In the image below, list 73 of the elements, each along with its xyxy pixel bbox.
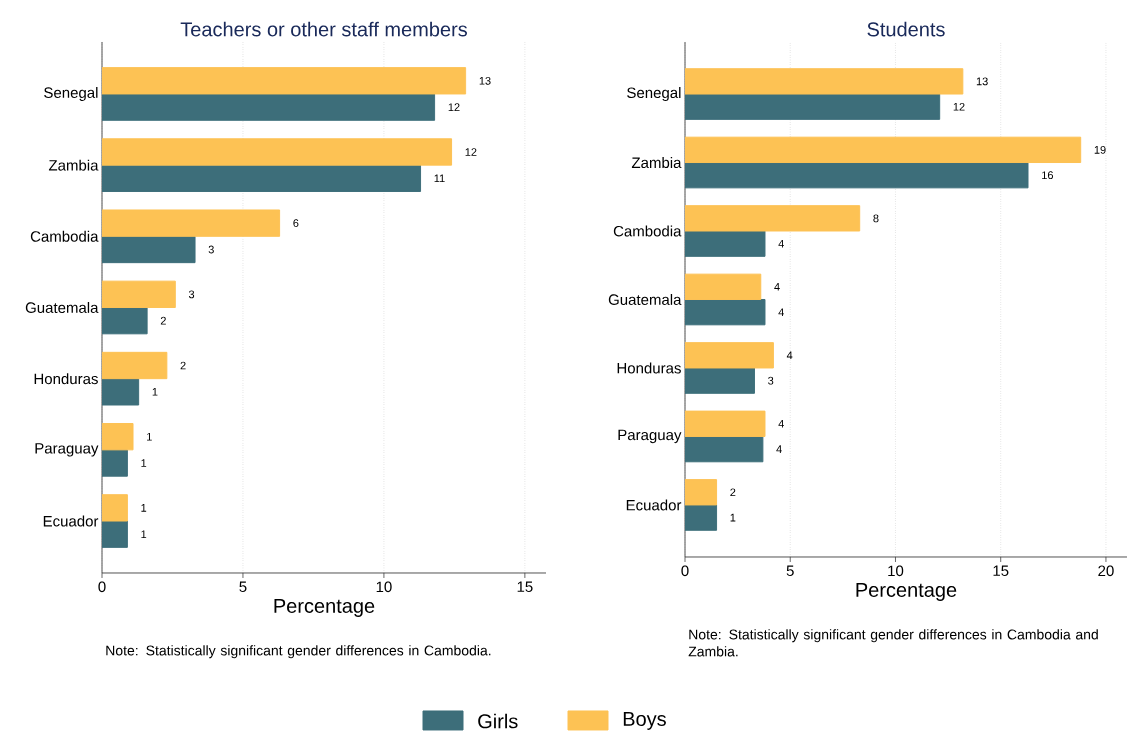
data-label: 16 — [1042, 171, 1054, 180]
bar — [685, 93, 941, 120]
text: Note: Statistically significant gender differences in Cambodia. — [106, 645, 491, 659]
bar — [685, 504, 718, 531]
y-tick-label: Paraguay — [35, 443, 99, 457]
data-label: 1 — [141, 530, 147, 538]
data-label: 3 — [208, 245, 214, 254]
data-label: 4 — [786, 351, 793, 360]
bar — [685, 367, 755, 394]
bar — [102, 235, 196, 264]
bar — [102, 449, 128, 477]
y-tick-label: Cambodia — [30, 230, 99, 242]
bar — [685, 298, 766, 326]
data-label: 3 — [768, 376, 774, 385]
x-tick-label: 20 — [1098, 565, 1114, 577]
data-label: 13 — [976, 77, 988, 86]
data-label: 19 — [1094, 145, 1106, 154]
data-label: 2 — [160, 316, 166, 325]
data-label: 12 — [953, 102, 965, 111]
x-tick-label: 5 — [786, 565, 794, 576]
legend-label: Boys — [623, 712, 666, 730]
x-tick-label: 15 — [517, 581, 533, 592]
x-tick-label: 0 — [98, 581, 106, 593]
data-label: 4 — [778, 239, 784, 248]
data-label: 12 — [465, 148, 477, 156]
data-label: 4 — [776, 445, 782, 453]
x-tick-label: 15 — [993, 565, 1009, 576]
y-tick-label: Zambia — [48, 159, 99, 171]
chart-title: Teachers or other staff members — [180, 21, 468, 37]
y-tick-label: Ecuador — [626, 499, 682, 511]
text: Note: Statistically significant gender differences in Cambodia and Zambia. — [688, 629, 1098, 657]
bar — [685, 230, 766, 257]
x-tick-label: 10 — [888, 565, 904, 577]
bar — [102, 164, 422, 192]
legend-label: Girls — [478, 713, 518, 729]
bar — [102, 93, 436, 121]
x-axis-title: Percentage — [274, 599, 375, 617]
data-label: 4 — [778, 420, 784, 428]
data-label: 11 — [434, 174, 445, 183]
data-label: 8 — [873, 214, 879, 223]
y-tick-label: Ecuador — [43, 515, 99, 527]
bar — [685, 435, 764, 463]
data-label: 1 — [141, 459, 147, 467]
data-label: 2 — [730, 488, 736, 497]
y-tick-label: Paraguay — [618, 429, 682, 444]
bar — [685, 162, 1029, 189]
y-tick-label: Guatemala — [608, 293, 682, 305]
bar — [102, 520, 128, 548]
data-label: 4 — [774, 283, 780, 291]
chart-title: Students — [867, 21, 945, 37]
y-tick-label: Zambia — [631, 157, 682, 169]
y-tick-label: Guatemala — [25, 301, 99, 313]
data-label: 12 — [448, 103, 460, 111]
x-tick-label: 5 — [239, 581, 247, 592]
y-tick-label: Senegal — [44, 86, 98, 101]
bar — [102, 306, 148, 335]
data-label: 4 — [778, 308, 784, 316]
x-tick-label: 0 — [681, 565, 689, 577]
x-axis-title: Percentage — [856, 583, 957, 601]
data-label: 6 — [293, 219, 299, 228]
data-label: 13 — [479, 76, 491, 85]
y-tick-label: Cambodia — [613, 225, 682, 237]
y-tick-label: Senegal — [627, 87, 681, 102]
data-label: 1 — [152, 388, 158, 396]
y-tick-label: Honduras — [617, 362, 681, 374]
data-label: 2 — [180, 361, 186, 370]
data-label: 1 — [730, 513, 736, 522]
bar — [102, 378, 140, 406]
x-tick-label: 10 — [376, 581, 392, 593]
data-label: 1 — [147, 432, 152, 441]
data-label: 3 — [188, 290, 195, 299]
y-tick-label: Honduras — [34, 373, 98, 385]
data-label: 1 — [141, 504, 147, 512]
